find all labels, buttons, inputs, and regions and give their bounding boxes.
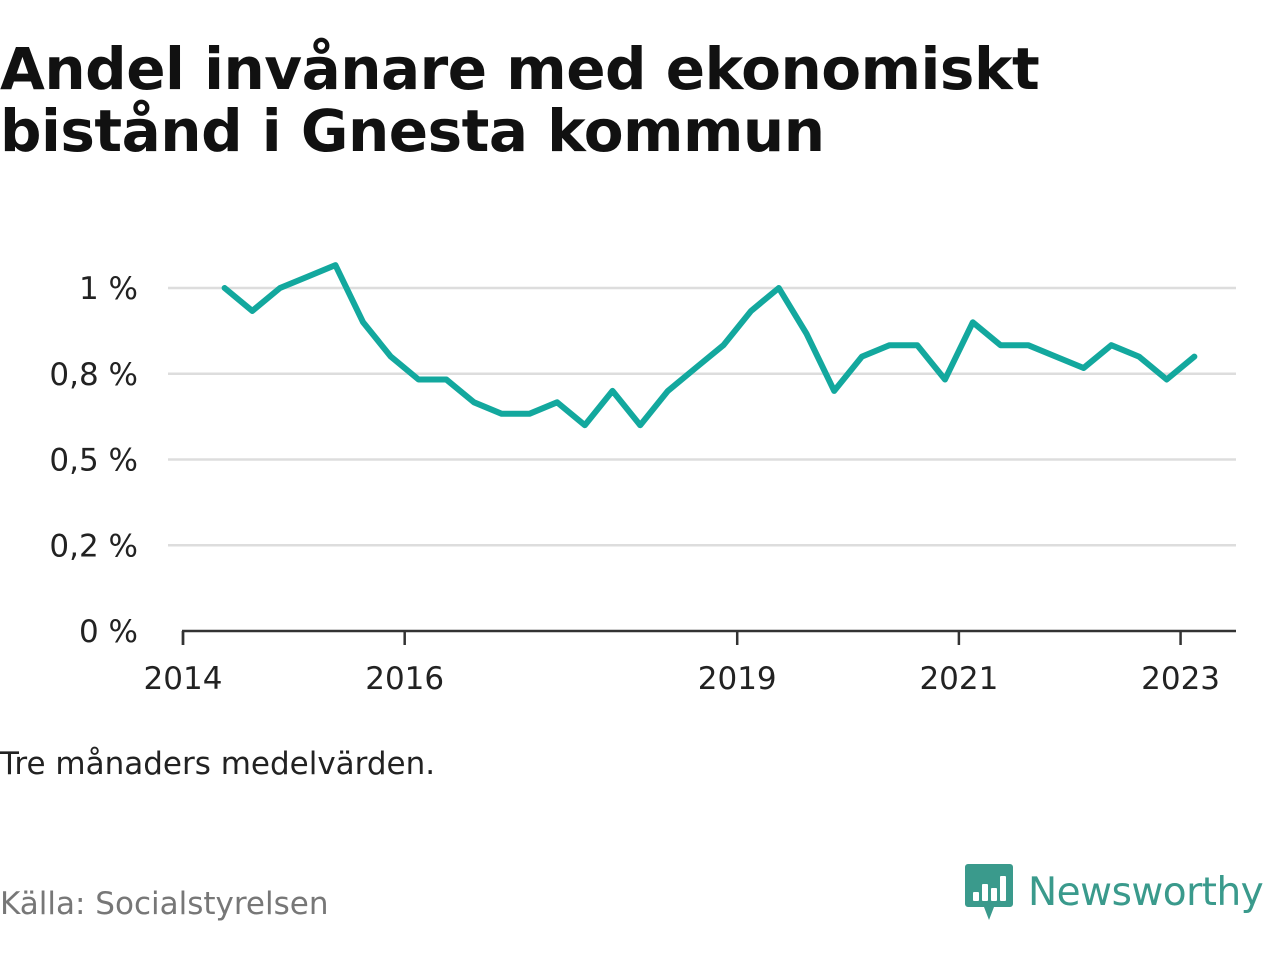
chart-note: Tre månaders medelvärden. xyxy=(0,746,436,782)
x-axis xyxy=(181,629,1236,645)
x-tick-label: 2021 xyxy=(919,661,998,697)
y-tick-label: 0 % xyxy=(79,614,138,650)
x-tick-label: 2019 xyxy=(698,661,777,697)
brand-logo: Newsworthy xyxy=(964,862,1264,922)
source-label: Källa: Socialstyrelsen xyxy=(0,886,329,922)
chart-title: Andel invånare med ekonomiskt bistånd i … xyxy=(0,35,1040,165)
y-axis-tick-labels: 0 % 0,2 % 0,5 % 0,8 % 1 % xyxy=(49,271,138,650)
bar-chart-speech-bubble-icon xyxy=(965,864,1013,920)
x-tick-label: 2016 xyxy=(365,661,444,697)
y-tick-label: 0,8 % xyxy=(49,357,138,393)
x-axis-tick-labels: 2014 2016 2019 2021 2023 xyxy=(144,661,1220,697)
y-tick-label: 0,5 % xyxy=(49,443,138,479)
line-chart: 0 %0,2 %0,5 %0,8 %1 % 2014 2016 2019 2021 20… xyxy=(49,262,1236,697)
grid-lines xyxy=(168,286,1236,547)
series-line xyxy=(221,262,1198,429)
series-layer xyxy=(221,262,1198,429)
brand-name: Newsworthy xyxy=(1028,869,1264,915)
x-tick-label: 2014 xyxy=(144,661,223,697)
y-tick-label: 1 % xyxy=(79,271,138,307)
y-tick-label: 0,2 % xyxy=(49,528,138,564)
x-tick-label: 2023 xyxy=(1141,661,1220,697)
